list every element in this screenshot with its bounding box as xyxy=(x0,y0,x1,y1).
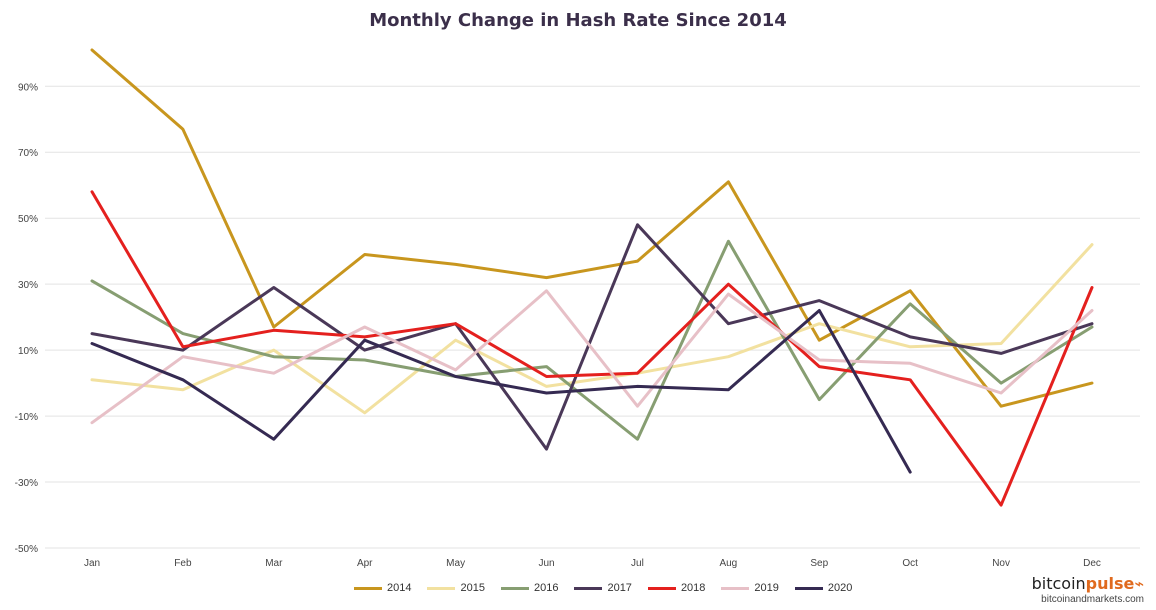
x-tick-label: Dec xyxy=(1083,558,1101,569)
legend-label: 2015 xyxy=(460,582,485,594)
legend-item-2019: 2019 xyxy=(721,582,779,594)
y-tick-label: 70% xyxy=(18,148,38,159)
legend: 2014 2015 2016 2017 2018 2019 2020 xyxy=(354,582,852,594)
x-tick-label: Mar xyxy=(265,558,283,569)
y-tick-label: 90% xyxy=(18,82,38,93)
brand-logo: bitcoinpulse⌁ bitcoinandmarkets.com xyxy=(1032,574,1144,605)
pulse-icon: ⌁ xyxy=(1134,574,1144,593)
y-tick-label: 50% xyxy=(18,214,38,225)
legend-label: 2014 xyxy=(387,582,412,594)
legend-label: 2019 xyxy=(754,582,779,594)
gridlines xyxy=(45,85,1140,549)
y-tick-label: 30% xyxy=(18,280,38,291)
legend-item-2017: 2017 xyxy=(574,582,632,594)
series-line-2017 xyxy=(90,223,1094,451)
legend-item-2015: 2015 xyxy=(427,582,485,594)
x-tick-label: May xyxy=(446,558,465,569)
series-line-2014 xyxy=(90,48,1094,408)
series-line-2018 xyxy=(90,190,1094,507)
axes: -50% -30% -10% 10% 30% 50% 70% 90% Jan Feb Mar Apr M… xyxy=(15,82,1101,569)
brand-wordmark-main: bitcoin xyxy=(1031,574,1086,593)
x-tick-label: Apr xyxy=(357,558,373,569)
y-tick-label: -30% xyxy=(15,478,38,489)
y-tick-label: 10% xyxy=(18,346,38,357)
chart-title: Monthly Change in Hash Rate Since 2014 xyxy=(369,10,787,31)
legend-swatch xyxy=(647,586,676,590)
legend-item-2020: 2020 xyxy=(794,582,853,594)
series-lines xyxy=(90,48,1094,507)
legend-swatch xyxy=(500,586,529,590)
legend-label: 2018 xyxy=(680,582,706,594)
legend-swatch xyxy=(427,586,456,590)
brand-site: bitcoinandmarkets.com xyxy=(1041,594,1144,605)
brand-wordmark-accent: pulse xyxy=(1085,574,1135,593)
legend-label: 2016 xyxy=(533,582,559,594)
legend-item-2018: 2018 xyxy=(647,582,706,594)
legend-item-2016: 2016 xyxy=(500,582,559,594)
x-tick-label: Jul xyxy=(631,558,644,569)
legend-swatch xyxy=(574,586,603,590)
legend-swatch xyxy=(354,586,382,590)
legend-swatch xyxy=(794,586,823,590)
x-tick-label: Aug xyxy=(719,558,737,569)
series-line-2019 xyxy=(90,289,1094,425)
series-line-2016 xyxy=(90,239,1094,441)
x-tick-label: Jan xyxy=(84,558,100,569)
x-tick-label: Nov xyxy=(992,558,1010,569)
x-tick-label: Sep xyxy=(810,558,828,569)
legend-item-2014: 2014 xyxy=(354,582,411,594)
legend-swatch xyxy=(721,586,750,590)
y-tick-label: -50% xyxy=(15,544,38,555)
x-tick-label: Feb xyxy=(174,558,192,569)
legend-label: 2017 xyxy=(607,582,632,594)
series-line-2020 xyxy=(90,309,912,474)
x-tick-label: Oct xyxy=(902,558,918,569)
y-tick-label: -10% xyxy=(15,412,38,423)
brand-wordmark: bitcoinpulse⌁ xyxy=(1032,574,1144,593)
legend-label: 2020 xyxy=(827,582,853,594)
x-tick-label: Jun xyxy=(538,558,554,569)
series-line-2015 xyxy=(90,243,1094,415)
